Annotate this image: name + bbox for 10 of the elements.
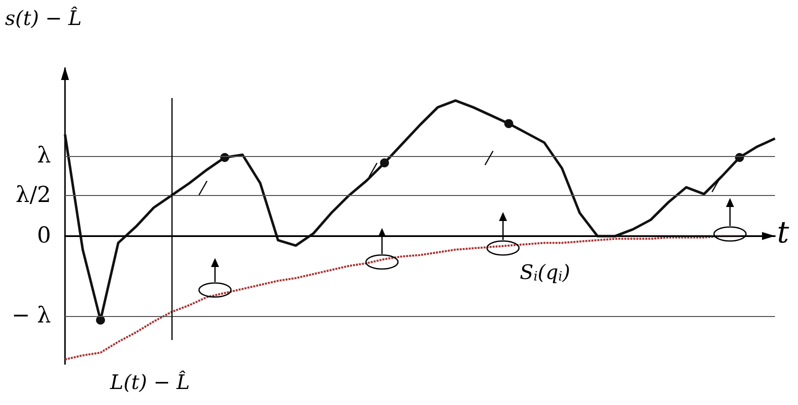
text: L(t) − L̂	[109, 370, 190, 394]
ref-line-label: 0	[37, 224, 51, 249]
point	[504, 119, 514, 128]
ref-line-label: − λ	[12, 304, 52, 329]
point	[380, 158, 389, 168]
y-axis-title: s(t) − L̂	[5, 6, 82, 30]
ref-line-label: λ/2	[16, 182, 51, 208]
annotation: Si(qi)	[520, 260, 570, 284]
x-axis-title: t	[777, 216, 790, 250]
ref-line-label: λ	[37, 144, 52, 169]
